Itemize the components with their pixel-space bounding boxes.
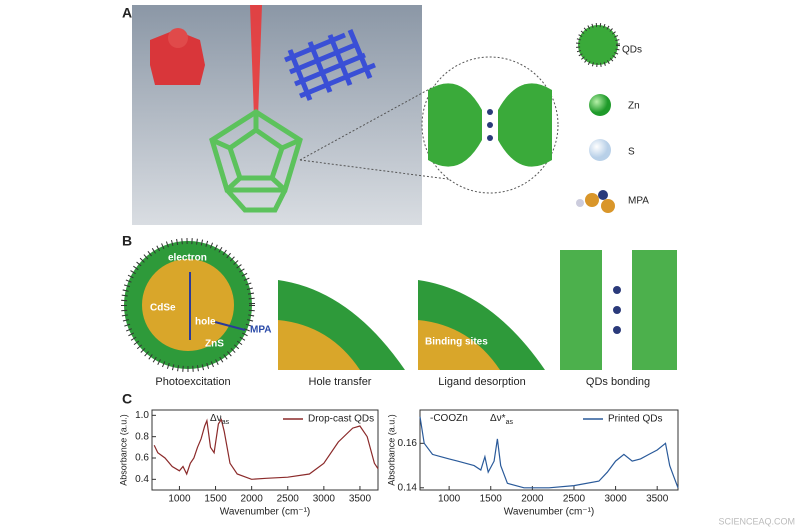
panel-label: A: [122, 5, 132, 21]
qd-right: [498, 83, 552, 167]
core-slice: [418, 320, 500, 370]
x-axis-label: Wavenumber (cm⁻¹): [220, 507, 310, 518]
annotation: Δνas: [210, 413, 230, 426]
annotation-text: Δν: [210, 413, 222, 424]
arrow: [214, 321, 246, 331]
y-tick-label: 0.6: [135, 453, 149, 464]
inner-label: Binding sites: [425, 337, 488, 348]
x-tick-label: 3000: [313, 494, 336, 505]
x-axis-label: Wavenumber (cm⁻¹): [504, 507, 594, 518]
annotation-sub: as: [222, 419, 230, 426]
y-tick-label: 1.0: [135, 410, 149, 421]
x-tick-label: 2500: [277, 494, 300, 505]
watermark: SCIENCEAQ.COM: [718, 516, 795, 526]
mpa-icon: [576, 190, 615, 213]
legend-label: Printed QDs: [608, 414, 662, 425]
line: [153, 418, 379, 480]
ligands: [613, 286, 621, 334]
legend-label: QDs: [622, 45, 642, 56]
inner-label: electron: [168, 253, 207, 264]
y-tick-label: 0.14: [398, 482, 418, 493]
s-icon: [589, 139, 611, 161]
core-slice: [278, 320, 360, 370]
line: [419, 416, 679, 489]
ligands: [487, 109, 493, 141]
legend-label: Drop-cast QDs: [308, 414, 374, 425]
dome: [168, 28, 188, 48]
panel-label: C: [122, 391, 132, 407]
annotation: -COOZn: [430, 413, 468, 424]
inner-label: CdSe: [150, 303, 176, 314]
inner-label: ZnS: [205, 339, 224, 350]
core: [142, 259, 234, 351]
x-tick-label: 2000: [241, 494, 264, 505]
x-tick-label: 1500: [204, 494, 227, 505]
annotation-text: -COOZn: [430, 413, 468, 424]
annotation: Δν*as: [490, 413, 513, 426]
legend-label: MPA: [628, 196, 649, 207]
caption: QDs bonding: [586, 376, 650, 388]
x-tick-label: 1000: [438, 494, 461, 505]
y-axis-label: Absorbance (a.u.): [386, 414, 396, 486]
annotation-sub: as: [506, 419, 514, 426]
y-tick-label: 0.16: [398, 438, 418, 449]
x-tick-label: 2500: [563, 494, 586, 505]
qd-slab: [632, 250, 677, 370]
plot-frame: [419, 409, 679, 491]
qd-icon: [576, 23, 620, 67]
inner-label: hole: [195, 317, 216, 328]
zoom-line: [299, 74, 456, 161]
x-tick-label: 3000: [604, 494, 627, 505]
dodecahedron: [209, 109, 303, 213]
panel-label: B: [122, 233, 132, 249]
y-axis-label: Absorbance (a.u.): [118, 414, 128, 486]
laser: [250, 5, 262, 118]
x-tick-label: 2000: [521, 494, 544, 505]
zn-icon: [589, 94, 611, 116]
y-tick-label: 0.4: [135, 474, 149, 485]
x-tick-label: 3500: [349, 494, 372, 505]
annotation-text: Δν*: [490, 413, 506, 424]
legend-label: S: [628, 147, 635, 158]
x-tick-label: 3500: [646, 494, 669, 505]
caption: Photoexcitation: [155, 376, 230, 388]
plot-frame: [151, 409, 379, 491]
x-tick-label: 1500: [480, 494, 503, 505]
blue-lattice: [284, 29, 376, 101]
inner-label: MPA: [250, 325, 271, 336]
y-tick-label: 0.8: [135, 431, 149, 442]
legend-label: Zn: [628, 101, 640, 112]
caption: Ligand desorption: [438, 376, 525, 388]
qd-slab: [560, 250, 602, 370]
qd-left: [428, 83, 482, 167]
caption: Hole transfer: [309, 376, 372, 388]
x-tick-label: 1000: [168, 494, 191, 505]
red-print: [150, 30, 205, 85]
